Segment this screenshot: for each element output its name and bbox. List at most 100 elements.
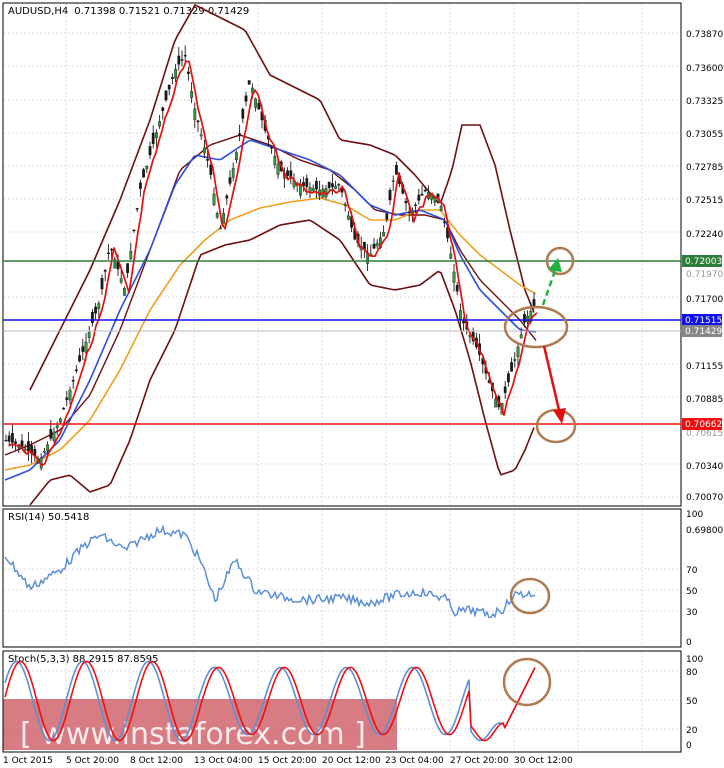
candle-body <box>74 369 78 372</box>
candle-body <box>84 341 88 353</box>
candle-body <box>459 310 462 320</box>
price-tick: 0.72785 <box>686 163 723 173</box>
marker-gray-bg <box>682 325 722 337</box>
candle-body <box>49 429 53 439</box>
candle-body <box>90 312 94 323</box>
candle-body <box>161 107 165 111</box>
rsi-tick: 50 <box>686 587 698 597</box>
candle-body <box>94 306 98 314</box>
candle-body <box>388 189 392 201</box>
candle-body <box>129 251 133 259</box>
candle-body <box>347 215 350 220</box>
candle-body <box>71 380 75 382</box>
symbol-label: AUDUSD,H4 <box>8 6 68 17</box>
ohlc-label: 0.71398 0.71521 0.71329 0.71429 <box>74 6 249 17</box>
candle-body <box>391 180 395 183</box>
candle-body <box>126 263 130 273</box>
price-frame <box>2 2 682 507</box>
candle-body <box>113 259 117 269</box>
rsi-line <box>4 524 536 619</box>
candle-body <box>494 398 497 408</box>
candle-body <box>106 252 110 255</box>
candle-body <box>218 227 222 230</box>
candle-body <box>286 170 289 176</box>
price-tick: 0.71155 <box>686 362 723 372</box>
price-markers: 0.72003 0.71515 0.71429 0.70662 <box>682 255 722 430</box>
candle-body <box>452 271 456 283</box>
candle-body <box>183 55 187 57</box>
time-label: 20 Oct 12:00 <box>322 756 381 766</box>
annotations <box>503 246 577 444</box>
candle-body <box>404 200 408 204</box>
bollinger-upper-line <box>29 3 535 391</box>
candle-body <box>97 303 101 310</box>
time-label: 5 Oct 20:00 <box>66 756 119 766</box>
down-arrow-shaft <box>542 345 561 411</box>
candle-body <box>372 243 376 249</box>
candle-body <box>167 84 171 90</box>
candle-body <box>87 332 91 338</box>
rsi-label: RSI(14) 50.5418 <box>8 512 89 523</box>
price-tick: 0.71700 <box>686 295 723 305</box>
marker-red-label: 0.70662 <box>685 420 722 430</box>
candle-body <box>27 441 30 452</box>
stoch-label: Stoch(5,3,3) 88.2915 87.8595 <box>8 654 159 665</box>
candle-body <box>59 418 62 423</box>
price-series <box>4 3 538 506</box>
price-tick: 0.70070 <box>686 493 723 503</box>
time-label: 30 Oct 12:00 <box>514 756 573 766</box>
price-tick: 0.70340 <box>686 462 723 472</box>
candle-body <box>305 178 309 187</box>
candle-body <box>180 59 184 61</box>
candle-body <box>14 441 17 444</box>
candle-body <box>423 189 427 192</box>
candle-body <box>177 55 181 65</box>
price-tick: 0.72515 <box>686 196 723 206</box>
candle-body <box>122 288 126 296</box>
candle-body <box>526 315 530 323</box>
candle-body <box>449 253 453 259</box>
candle-body <box>68 389 72 401</box>
candle-body <box>395 164 398 175</box>
candle-body <box>103 269 107 272</box>
marker-green-bg <box>682 255 722 267</box>
candle-body <box>228 177 232 184</box>
candle-body <box>443 221 446 224</box>
price-title: AUDUSD,H4 0.71398 0.71521 0.71329 0.71429 <box>8 6 249 17</box>
rsi-frame <box>2 508 682 648</box>
stoch-panel: [ www.instaforex.com ] Stoch(5,3,3) 88.2… <box>2 650 703 753</box>
price-tick: 0.73870 <box>686 30 723 40</box>
time-label: 23 Oct 04:00 <box>385 756 444 766</box>
candle-body <box>142 169 145 178</box>
candle-body <box>193 108 197 120</box>
stoch-signal-line <box>4 660 536 742</box>
candle-body <box>375 242 379 247</box>
marker-red-bg <box>682 418 722 430</box>
time-label: 15 Oct 20:00 <box>258 756 317 766</box>
candle-body <box>215 212 219 218</box>
candle-body <box>462 320 465 324</box>
stoch-tick: 50 <box>686 697 698 707</box>
candle-body <box>414 204 417 207</box>
candle-body <box>209 164 213 175</box>
candle-body <box>334 185 337 189</box>
candle-body <box>244 95 248 102</box>
price-tick: 0.73325 <box>686 97 723 107</box>
candle-body <box>196 120 200 123</box>
candle-body <box>225 195 229 199</box>
candle-body <box>65 397 69 400</box>
time-axis: 1 Oct 2015 5 Oct 20:00 8 Oct 12:00 13 Oc… <box>3 756 573 766</box>
candle-body <box>10 433 14 443</box>
marker-gray-label: 0.71429 <box>685 327 722 337</box>
candle-body <box>212 193 216 206</box>
candle-body <box>299 184 302 196</box>
rsi-circle <box>509 577 551 615</box>
candle-body <box>273 155 277 165</box>
candle-body <box>250 87 254 94</box>
candle-body <box>20 440 24 447</box>
stoch-circle <box>502 657 552 707</box>
candle-body <box>385 213 389 220</box>
candle-body <box>135 208 139 210</box>
candle-body <box>455 285 459 292</box>
